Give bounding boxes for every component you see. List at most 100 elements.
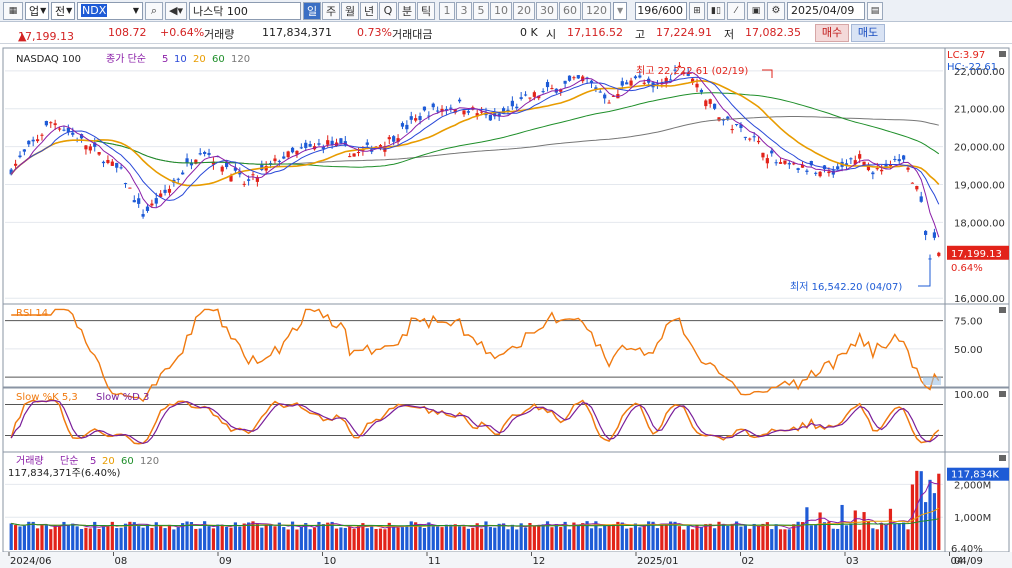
volume-bar (53, 525, 57, 550)
interval-button-3[interactable]: 3 (456, 1, 472, 20)
volume-bar (603, 525, 607, 550)
price-axis-label: 19,000.00 (954, 181, 1005, 192)
interval-button-1[interactable]: 1 (439, 1, 455, 20)
candle-body (18, 155, 22, 158)
volume-bar (321, 524, 325, 550)
volume-bar (352, 528, 356, 550)
volume-bar (409, 521, 413, 550)
volume-bar (282, 527, 286, 550)
tab-period-0[interactable]: 일 (303, 1, 321, 20)
volume-bar (783, 529, 787, 550)
volume-bar (651, 521, 655, 550)
candle-body (493, 111, 497, 117)
save-icon[interactable]: ▣ (747, 1, 765, 20)
market-select[interactable]: 업 ▼ (25, 1, 49, 20)
tab-period-6[interactable]: 틱 (417, 1, 435, 20)
volume-bar (97, 529, 101, 550)
interval-dropdown[interactable]: ▼ (613, 1, 627, 20)
volume-bar (18, 526, 22, 550)
interval-button-20[interactable]: 20 (513, 1, 535, 20)
tab-period-2[interactable]: 월 (341, 1, 359, 20)
calendar-icon[interactable]: ▤ (867, 1, 883, 20)
candle-body (800, 164, 805, 168)
candle-body (462, 110, 466, 115)
interval-button-10[interactable]: 10 (490, 1, 512, 20)
gear-icon[interactable]: ⚙ (767, 1, 785, 20)
vol-ma-period-5: 5 (90, 456, 96, 467)
interval-button-60[interactable]: 60 (559, 1, 581, 20)
kind-select[interactable]: 전 ▼ (51, 1, 75, 20)
market-select-value: 업 (29, 4, 40, 18)
rsi-panel-close-icon[interactable] (999, 307, 1006, 313)
reset-icon[interactable]: ⊞ (689, 1, 705, 20)
volume-bar (638, 527, 642, 550)
volume-bar (616, 521, 620, 550)
stoch-panel-close-icon[interactable] (999, 391, 1006, 397)
chevron-down-icon: ▼ (40, 6, 47, 15)
candle-body (629, 80, 633, 86)
candle-body (400, 123, 405, 127)
candle-body (664, 77, 668, 84)
chevron-down-icon: ▼ (132, 6, 139, 15)
date-field[interactable]: 2025/04/09 (787, 1, 865, 20)
vol-panel-close-icon[interactable] (999, 455, 1006, 461)
candle-body (66, 127, 70, 133)
price-panel-title: NASDAQ 100 (16, 54, 81, 65)
volume-bar (242, 523, 246, 550)
candle-icon[interactable]: ▮▯ (707, 1, 725, 20)
candle-body (669, 79, 673, 81)
candle-body (528, 97, 532, 99)
volume-bar (378, 528, 383, 550)
price-panel-close-icon[interactable] (999, 51, 1006, 57)
volume-bar (862, 512, 866, 550)
candle-body (27, 140, 31, 145)
candle-body (699, 89, 704, 93)
symbol-code-input[interactable]: NDX ▼ (77, 1, 143, 20)
buy-button[interactable]: 매수 (815, 24, 849, 42)
date-value: 2025/04/09 (791, 4, 855, 17)
tab-period-1[interactable]: 주 (322, 1, 340, 20)
volume-bar (93, 521, 97, 550)
candle-body (295, 150, 299, 155)
volume-bar (840, 504, 844, 550)
line-tool-icon[interactable]: ⁄ (727, 1, 745, 20)
sound-icon[interactable]: ◀▾ (165, 1, 187, 20)
candle-body (418, 116, 422, 120)
volume-bar (449, 524, 453, 550)
volume-bar (567, 529, 572, 550)
ma-period-10: 10 (174, 54, 187, 65)
count-field[interactable]: 196/600 (635, 1, 687, 20)
volume-bar (132, 522, 136, 550)
candle-body (299, 147, 303, 149)
x-axis-label: 08 (114, 556, 127, 567)
tab-period-3[interactable]: 년 (360, 1, 378, 20)
interval-button-120[interactable]: 120 (582, 1, 611, 20)
sell-button[interactable]: 매도 (851, 24, 885, 42)
quote-change-pct: +0.64% (160, 26, 205, 39)
candle-body (194, 159, 198, 164)
tab-period-5[interactable]: 분 (398, 1, 416, 20)
volume-bar (141, 527, 145, 550)
volume-bar (383, 529, 387, 550)
symbol-code-value: NDX (81, 4, 108, 17)
interval-button-5[interactable]: 5 (473, 1, 489, 20)
candle-body (225, 161, 229, 168)
ma-period-120: 120 (231, 54, 250, 65)
tab-period-4[interactable]: Q (379, 1, 397, 20)
interval-button-30[interactable]: 30 (536, 1, 558, 20)
volume-bar (581, 523, 585, 550)
volume-bar (761, 523, 765, 550)
volume-bar (620, 522, 624, 550)
volume-bar (22, 525, 26, 550)
vol-panel-title: 거래량 (16, 455, 44, 467)
volume-bar (778, 529, 783, 550)
candle-body (853, 160, 857, 165)
chart-area[interactable]: 22,000.00 21,000.00 20,000.00 19,000.00 18,0… (0, 44, 1012, 568)
amount-label: 거래대금 (392, 28, 433, 41)
volume-bar (75, 526, 79, 550)
volume-bar (493, 527, 497, 550)
search-icon[interactable]: ⌕ (145, 1, 163, 20)
grid-icon[interactable]: ▦ (3, 1, 23, 20)
candle-body (761, 152, 765, 158)
